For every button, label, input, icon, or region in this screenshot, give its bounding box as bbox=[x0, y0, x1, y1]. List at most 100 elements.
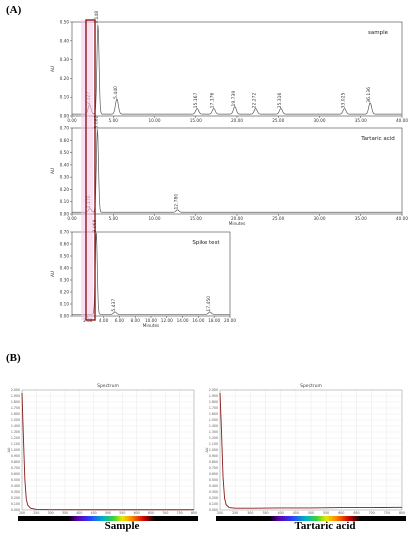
x-tick-label: 8.00 bbox=[131, 318, 141, 323]
caption-tartaric-acid: Tartaric acid bbox=[294, 520, 356, 532]
x-axis-label: Minutes bbox=[229, 221, 245, 226]
x-tick-label: 400 bbox=[76, 511, 82, 515]
y-tick-label: 0.000 bbox=[11, 508, 20, 512]
chromatogram-sample: 0.00 0.10 0.20 0.30 0.40 0.50 0.00 5.00 10.00 15.… bbox=[50, 11, 408, 123]
x-tick-label: 40.00 bbox=[396, 216, 408, 221]
y-tick-label: 1.300 bbox=[209, 430, 218, 434]
x-tick-label: 200 bbox=[217, 511, 223, 515]
x-tick-label: 25.00 bbox=[272, 216, 284, 221]
spectrum-trace bbox=[21, 392, 194, 511]
highlight-band bbox=[81, 20, 93, 320]
chromatogram-spike-test: 0.000.100.200.300.400.500.600.702.00 4.00… bbox=[50, 219, 236, 328]
y-tick-label: 2.000 bbox=[11, 388, 20, 392]
peak-label: 19.739 bbox=[231, 91, 237, 107]
y-tick-label: 1.500 bbox=[209, 418, 218, 422]
y-tick-label: 0.00 bbox=[60, 114, 70, 119]
x-tick-label: 800 bbox=[191, 511, 197, 515]
y-tick-label: 0.200 bbox=[209, 496, 218, 500]
y-tick-label: 0.40 bbox=[60, 38, 70, 43]
y-tick-label: 0.900 bbox=[11, 454, 20, 458]
x-tick-label: 650 bbox=[353, 511, 359, 515]
y-tick-label: 0.30 bbox=[60, 278, 70, 283]
y-tick-label: 1.600 bbox=[209, 412, 218, 416]
y-axis-label: AU bbox=[50, 168, 55, 174]
y-axis-label: AU bbox=[7, 447, 11, 452]
y-axis-label: AU bbox=[50, 271, 55, 277]
x-tick-label: 5.00 bbox=[109, 216, 119, 221]
x-tick-label: 20.00 bbox=[231, 216, 243, 221]
y-tick-label: 0.50 bbox=[60, 254, 70, 259]
y-tick-label: 0.600 bbox=[11, 472, 20, 476]
plot-frame bbox=[71, 127, 403, 215]
x-tick-label: 10.00 bbox=[149, 118, 161, 123]
y-tick-label: 0.40 bbox=[60, 266, 70, 271]
y-tick-label: 0.900 bbox=[209, 454, 218, 458]
peak-label: 36.136 bbox=[366, 87, 372, 103]
y-tick-label: 0.400 bbox=[11, 484, 20, 488]
plot-frame bbox=[219, 389, 403, 511]
x-tick-label: 500 bbox=[105, 511, 111, 515]
y-tick-label: 0.10 bbox=[60, 199, 70, 204]
y-tick-label: 1.700 bbox=[209, 406, 218, 410]
spectrum-sample: Spectrum 0.000 0.100 0.200 0.300 0.400 0.500 0.… bbox=[7, 383, 198, 521]
x-tick-label: 450 bbox=[91, 511, 97, 515]
x-tick-label: 250 bbox=[232, 511, 238, 515]
y-tick-label: 0.70 bbox=[60, 126, 70, 131]
panel-a-label: (A) bbox=[6, 4, 22, 16]
y-tick-label: 0.10 bbox=[60, 302, 70, 307]
y-tick-label: 0.700 bbox=[11, 466, 20, 470]
x-tick-label: 4.00 bbox=[99, 318, 109, 323]
caption-sample: Sample bbox=[104, 520, 140, 532]
chromatogram-tartaric-acid: 0.00 0.10 0.20 0.30 0.40 0.50 0.60 0.70 0.00 5.00… bbox=[50, 115, 408, 226]
peak-label: 5.437 bbox=[111, 299, 117, 312]
y-tick-label: 0.60 bbox=[60, 138, 70, 143]
peak-label: 5.440 bbox=[113, 86, 119, 99]
y-tick-label: 1.800 bbox=[209, 400, 218, 404]
spectrum-title: Spectrum bbox=[97, 383, 119, 389]
y-tick-label: 0.000 bbox=[209, 508, 218, 512]
peak-label: 17.450 bbox=[206, 296, 212, 312]
x-tick-label: 300 bbox=[48, 511, 54, 515]
x-tick-label: 15.00 bbox=[190, 216, 202, 221]
x-tick-label: 400 bbox=[278, 511, 284, 515]
y-tick-label: 0.200 bbox=[11, 496, 20, 500]
x-tick-label: 20.00 bbox=[231, 118, 243, 123]
x-tick-label: 10.00 bbox=[149, 216, 161, 221]
x-tick-label: 350 bbox=[62, 511, 68, 515]
y-tick-label: 0.100 bbox=[209, 502, 218, 506]
spectrum-trace bbox=[219, 392, 403, 509]
y-tick-label: 1.400 bbox=[209, 424, 218, 428]
y-tick-label: 0.500 bbox=[11, 478, 20, 482]
y-tick-label: 0.50 bbox=[60, 150, 70, 155]
peak-label: 33.025 bbox=[340, 92, 346, 108]
y-tick-label: 0.00 bbox=[60, 314, 70, 319]
y-tick-label: 0.20 bbox=[60, 76, 70, 81]
chart-title: Tartaric acid bbox=[360, 136, 395, 142]
peak-label: 15.167 bbox=[193, 92, 199, 108]
x-axis-label: Minutes bbox=[143, 323, 159, 328]
spectrum-title: Spectrum bbox=[300, 383, 322, 389]
x-tick-label: 16.00 bbox=[192, 318, 204, 323]
y-tick-label: 1.300 bbox=[11, 430, 20, 434]
y-tick-label: 0.800 bbox=[11, 460, 20, 464]
x-tick-label: 0.00 bbox=[67, 216, 77, 221]
y-tick-label: 1.900 bbox=[11, 394, 20, 398]
x-tick-label: 30.00 bbox=[314, 118, 326, 123]
x-tick-label: 20.00 bbox=[224, 318, 236, 323]
x-tick-label: 6.00 bbox=[115, 318, 125, 323]
x-tick-label: 18.00 bbox=[208, 318, 220, 323]
chromatogram-trace bbox=[72, 24, 402, 115]
y-tick-label: 1.200 bbox=[209, 436, 218, 440]
x-tick-label: 30.00 bbox=[314, 216, 326, 221]
x-tick-label: 300 bbox=[247, 511, 253, 515]
peak-label: 17.176 bbox=[210, 92, 216, 108]
y-tick-label: 0.40 bbox=[60, 162, 70, 167]
x-tick-label: 14.00 bbox=[177, 318, 189, 323]
chromatogram-trace bbox=[72, 232, 230, 315]
y-tick-label: 0.10 bbox=[60, 95, 70, 100]
y-tick-label: 0.70 bbox=[60, 230, 70, 235]
y-tick-label: 1.600 bbox=[11, 412, 20, 416]
x-tick-label: 550 bbox=[323, 511, 329, 515]
y-tick-label: 1.400 bbox=[11, 424, 20, 428]
x-tick-label: 15.00 bbox=[190, 118, 202, 123]
